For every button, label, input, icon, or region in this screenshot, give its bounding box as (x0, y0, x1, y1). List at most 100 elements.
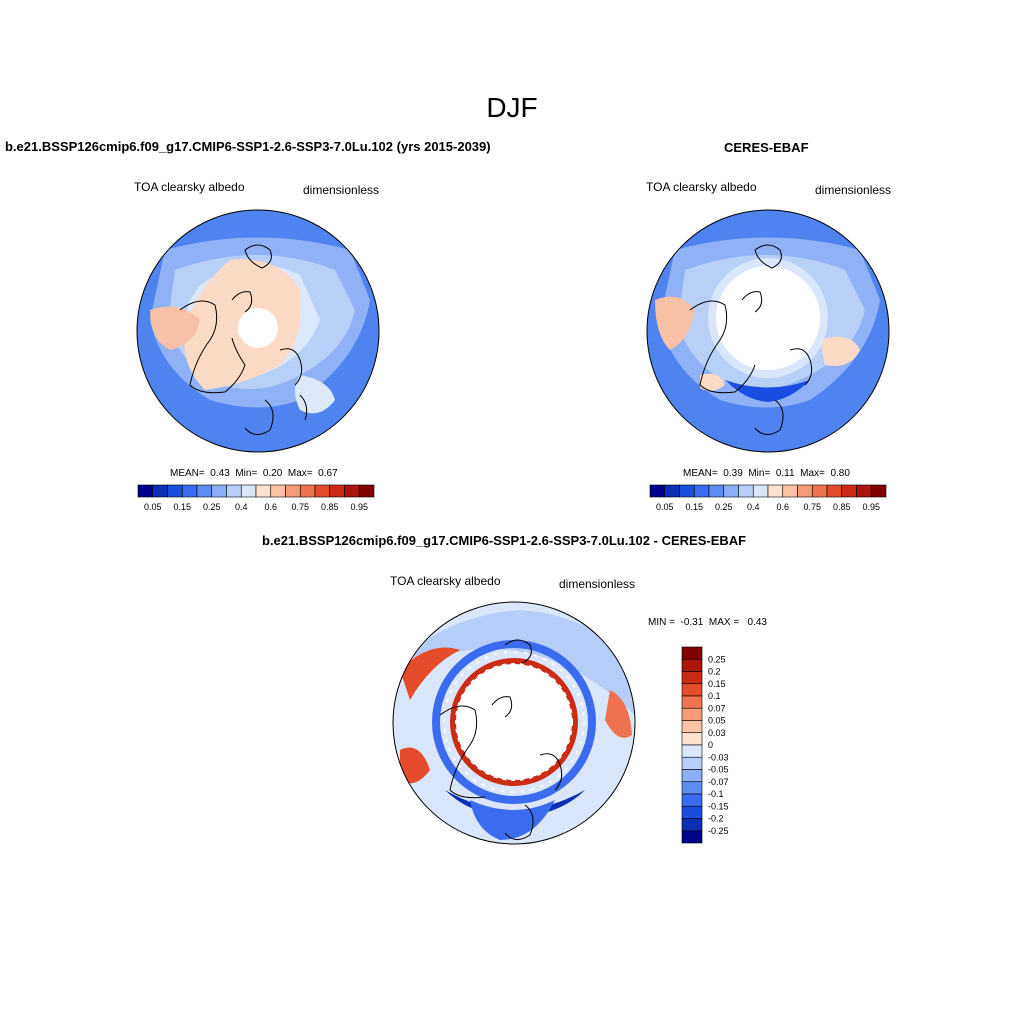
diff-colorbar-box (681, 781, 703, 795)
diff-colorbar-label: 0 (708, 740, 713, 750)
model-colorbar-box (314, 484, 331, 498)
diff-colorbar-box (681, 756, 703, 770)
obs-colorbar-box (664, 484, 680, 498)
diff-colorbar-box (681, 658, 703, 672)
obs-colorbar-label: 0.05 (656, 502, 674, 512)
obs-colorbar: 0.05 0.15 0.25 0.4 0.6 0.75 0.85 0.95 (649, 484, 887, 512)
diff-colorbar-label: -0.1 (708, 789, 724, 799)
obs-stats: MEAN= 0.39 Min= 0.11 Max= 0.80 (683, 468, 850, 479)
obs-colorbar-box (870, 484, 887, 498)
model-colorbar-box (240, 484, 257, 498)
obs-variable-label: TOA clearsky albedo (646, 180, 757, 194)
diff-units-label: dimensionless (559, 577, 636, 591)
diff-colorbar-box (681, 830, 703, 844)
obs-colorbar-label: 0.95 (862, 502, 880, 512)
diff-panel-title: b.e21.BSSP126cmip6.f09_g17.CMIP6-SSP1-2.… (262, 533, 747, 548)
obs-colorbar-box (856, 484, 872, 498)
model-colorbar-box (196, 484, 213, 498)
obs-colorbar-box (649, 484, 666, 498)
obs-colorbar-box (693, 484, 710, 498)
model-max-value: 0.67 (318, 468, 338, 479)
diff-colorbar-box (681, 769, 703, 783)
model-panel-title: b.e21.BSSP126cmip6.f09_g17.CMIP6-SSP1-2.… (5, 139, 491, 154)
obs-max-label: Max= (800, 468, 825, 479)
obs-colorbar-box (708, 484, 725, 498)
model-units-label: dimensionless (303, 183, 380, 197)
model-colorbar-label: 0.05 (144, 502, 162, 512)
figure-title: DJF (486, 92, 538, 123)
obs-colorbar-box (841, 484, 857, 498)
diff-max-value: 0.43 (747, 617, 767, 628)
diff-colorbar-box (681, 818, 703, 832)
diff-colorbar-box (681, 732, 703, 746)
diff-polar-map (392, 601, 636, 845)
diff-colorbar-box (681, 707, 703, 721)
obs-colorbar-box (767, 484, 784, 498)
model-colorbar-box (211, 484, 227, 498)
diff-colorbar-label: 0.15 (708, 679, 726, 689)
model-colorbar-label: 0.4 (235, 502, 248, 512)
diff-colorbar-box (681, 695, 703, 709)
model-colorbar: 0.05 0.15 0.25 0.4 0.6 0.75 0.85 0.95 (137, 484, 375, 512)
model-mean-value: 0.43 (210, 468, 230, 479)
diff-min-label: MIN = (648, 617, 675, 628)
model-colorbar-box (255, 484, 272, 498)
diff-colorbar-label: -0.07 (708, 777, 729, 787)
model-colorbar-box (137, 484, 154, 498)
obs-min-value: 0.11 (775, 468, 795, 479)
model-colorbar-box (329, 484, 345, 498)
model-variable-label: TOA clearsky albedo (134, 180, 245, 194)
diff-colorbar-label: 0.03 (708, 728, 726, 738)
obs-colorbar-box (782, 484, 798, 498)
obs-colorbar-label: 0.15 (685, 502, 703, 512)
obs-colorbar-label: 0.6 (776, 502, 789, 512)
model-min-value: 0.20 (262, 468, 283, 479)
obs-units-label: dimensionless (815, 183, 892, 197)
model-colorbar-label: 0.25 (203, 502, 221, 512)
diff-colorbar-box (681, 671, 703, 685)
diff-colorbar-label: -0.2 (708, 814, 724, 824)
model-colorbar-box (167, 484, 183, 498)
obs-colorbar-box (826, 484, 843, 498)
model-max-label: Max= (287, 468, 313, 479)
diff-colorbar-label: -0.05 (708, 765, 729, 775)
model-colorbar-label: 0.75 (291, 502, 309, 512)
model-colorbar-box (270, 484, 286, 498)
obs-colorbar-label: 0.85 (833, 502, 851, 512)
obs-colorbar-box (738, 484, 754, 498)
model-colorbar-label: 0.15 (173, 502, 191, 512)
diff-colorbar-box (681, 805, 703, 819)
obs-colorbar-label: 0.75 (803, 502, 821, 512)
diff-colorbar-label: 0.07 (708, 703, 726, 713)
model-colorbar-box (226, 484, 242, 498)
diff-colorbar-box (681, 683, 703, 697)
model-mean-label: MEAN= (170, 468, 205, 479)
diff-colorbar-label: -0.03 (708, 752, 729, 762)
diff-colorbar-box (681, 720, 703, 734)
model-colorbar-label: 0.6 (264, 502, 277, 512)
diff-variable-label: TOA clearsky albedo (390, 574, 501, 588)
diff-colorbar-label: -0.25 (708, 826, 729, 836)
model-colorbar-label: 0.85 (321, 502, 339, 512)
diff-colorbar-label: -0.15 (708, 801, 729, 811)
obs-panel-title: CERES-EBAF (724, 140, 809, 155)
diff-colorbar-box (681, 793, 703, 807)
obs-colorbar-label: 0.4 (747, 502, 760, 512)
obs-min-label: Min= (748, 468, 771, 479)
obs-colorbar-box (797, 484, 813, 498)
model-polar-map (136, 209, 380, 453)
diff-colorbar-label: 0.05 (708, 716, 726, 726)
model-min-label: Min= (235, 468, 258, 479)
model-stats: MEAN= 0.43 Min= 0.20 Max= 0.67 (170, 468, 338, 479)
model-colorbar-label: 0.95 (350, 502, 368, 512)
model-colorbar-box (344, 484, 360, 498)
model-colorbar-box (181, 484, 198, 498)
diff-colorbar-label: 0.25 (708, 654, 726, 664)
diff-max-label: MAX = (708, 617, 740, 628)
model-colorbar-box (358, 484, 375, 498)
model-colorbar-box (152, 484, 168, 498)
diff-colorbar: 0.25 0.2 0.15 0.1 0.07 0.05 0.03 0 -0.03 -0.05 -0.… (681, 646, 729, 844)
obs-colorbar-box (752, 484, 769, 498)
obs-colorbar-label: 0.25 (715, 502, 733, 512)
